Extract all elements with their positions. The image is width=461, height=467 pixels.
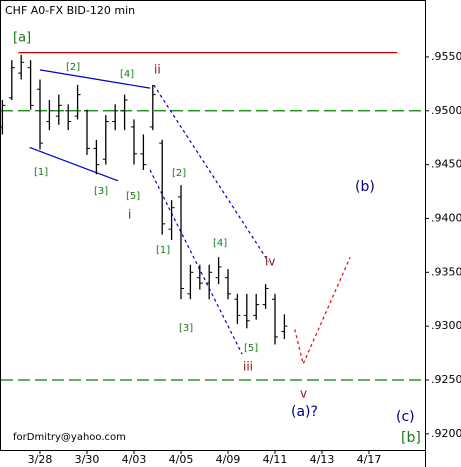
wave-label: ii [154,63,161,77]
x-tick-label: 3/30 [75,453,100,466]
wave-label: [3] [94,186,108,197]
y-tick-label: .9250 [431,373,461,386]
wave-label: [2] [66,62,80,73]
y-tick-label: .9400 [431,211,461,224]
wave-label: [b] [401,430,421,446]
x-tick-label: 4/13 [310,453,335,466]
wave-label: [a] [13,31,31,46]
x-tick-label: 4/09 [216,453,241,466]
trend-line [39,69,151,89]
wave-label: (c) [396,409,415,425]
wave-label: i [128,208,131,222]
trend-line [153,84,269,262]
wave-label: (a)? [291,404,318,420]
wave-label: [3] [179,323,193,334]
y-tick-label: .9450 [431,158,461,171]
x-tick-label: 4/17 [357,453,382,466]
y-tick-label: .9300 [431,319,461,332]
wave-label: [1] [34,167,48,178]
wave-label: [5] [126,191,140,202]
y-tick-label: .9550 [431,50,461,63]
wave-label: [4] [213,238,227,249]
y-tick-label: .9200 [431,427,461,440]
wave-label: [4] [120,69,134,80]
chart-title: CHF A0-FX BID-120 min [5,4,135,17]
trend-line [29,146,119,182]
plot-frame [0,0,426,451]
trend-line [149,169,243,355]
wave-label: v [300,387,307,401]
x-tick-label: 4/05 [169,453,194,466]
wave-label: iii [243,360,253,374]
wave-label: iv [265,255,275,269]
wave-label: forDmitry@yahoo.com [13,432,126,443]
y-tick-label: .9500 [431,104,461,117]
wave-label: [1] [156,245,170,256]
wave-label: [2] [172,168,186,179]
wave-label: [5] [244,343,258,354]
x-tick-label: 4/11 [263,453,288,466]
x-tick-label: 4/03 [122,453,147,466]
wave-label: (b) [355,179,375,195]
x-tick-label: 3/28 [28,453,53,466]
y-tick-label: .9350 [431,265,461,278]
trend-line [294,256,351,366]
